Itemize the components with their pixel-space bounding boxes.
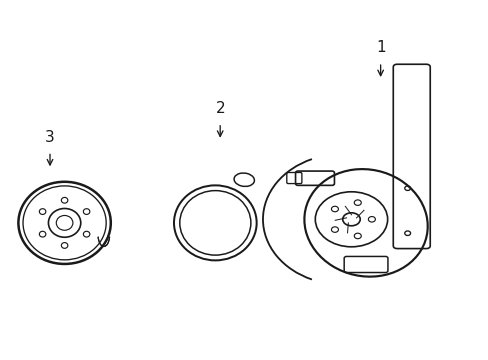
Text: 3: 3 bbox=[45, 130, 55, 145]
Text: 2: 2 bbox=[215, 101, 224, 116]
Text: 1: 1 bbox=[375, 40, 385, 55]
